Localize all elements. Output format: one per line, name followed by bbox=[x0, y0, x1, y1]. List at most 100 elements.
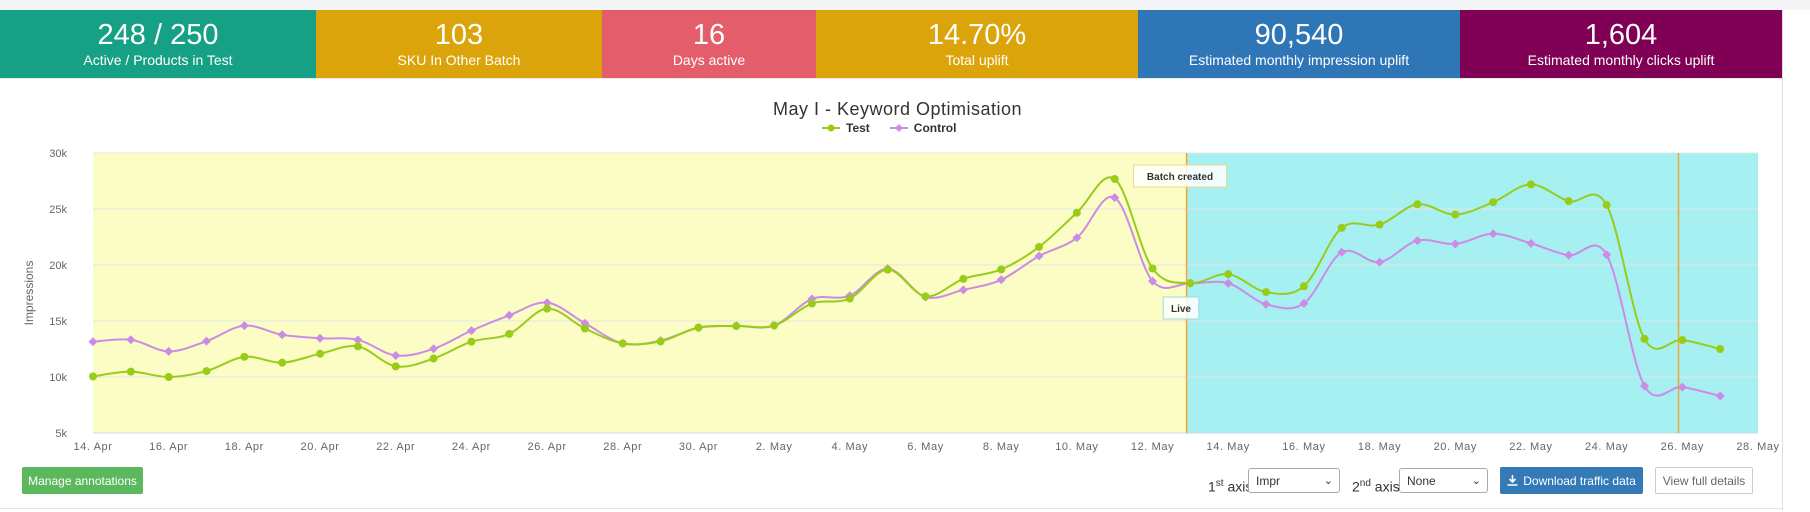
data-point bbox=[1489, 198, 1498, 207]
data-point bbox=[164, 346, 174, 356]
annotation-box bbox=[1162, 296, 1200, 320]
data-point bbox=[1639, 381, 1649, 391]
data-point bbox=[1337, 223, 1346, 232]
stat-label: Active / Products in Test bbox=[83, 51, 233, 68]
stat-label: Days active bbox=[672, 51, 746, 68]
divider bbox=[0, 78, 1782, 79]
chevron-down-icon: ⌄ bbox=[1323, 475, 1333, 487]
data-point bbox=[732, 322, 741, 331]
stat-value: 1,604 bbox=[1584, 18, 1658, 51]
data-point bbox=[1413, 200, 1422, 209]
data-point bbox=[1110, 193, 1120, 203]
download-icon bbox=[1507, 475, 1518, 486]
data-point bbox=[1110, 174, 1119, 183]
data-point bbox=[580, 324, 589, 333]
legend-item-control[interactable]: Control bbox=[889, 121, 957, 135]
annotation-label[interactable]: Live bbox=[1162, 296, 1200, 320]
x-tick-label: 8. May bbox=[983, 441, 1020, 453]
x-tick-label: 18. May bbox=[1358, 441, 1401, 453]
legend-label: Test bbox=[846, 121, 870, 135]
data-point bbox=[807, 299, 816, 308]
data-point bbox=[1450, 239, 1460, 249]
stat-label: SKU In Other Batch bbox=[397, 51, 521, 68]
data-point bbox=[467, 337, 476, 346]
data-point bbox=[1186, 279, 1195, 288]
data-point bbox=[353, 342, 362, 351]
data-point bbox=[277, 330, 287, 340]
legend-label: Control bbox=[913, 121, 957, 135]
data-point bbox=[1148, 264, 1157, 273]
stat-sku-other-batch: 103 SKU In Other Batch bbox=[316, 10, 602, 78]
x-tick-label: 6. May bbox=[907, 441, 944, 453]
x-tick-label: 14. May bbox=[1207, 441, 1250, 453]
stat-value: 248 / 250 bbox=[97, 18, 219, 51]
legend-item-test[interactable]: Test bbox=[822, 121, 870, 135]
annotation-label[interactable]: Batch created bbox=[1132, 164, 1228, 188]
x-tick-label: 10. May bbox=[1055, 441, 1098, 453]
x-tick-label: 26. Apr bbox=[528, 441, 567, 453]
data-point bbox=[240, 352, 249, 361]
data-point bbox=[845, 294, 854, 303]
data-point bbox=[1072, 233, 1082, 243]
data-point bbox=[1337, 247, 1347, 257]
data-point bbox=[1526, 238, 1536, 248]
data-point bbox=[656, 337, 665, 346]
second-axis-text: axis bbox=[1370, 478, 1400, 495]
data-point bbox=[1299, 282, 1308, 291]
x-tick-label: 28. Apr bbox=[603, 441, 642, 453]
x-tick-label: 20. Apr bbox=[301, 441, 340, 453]
x-tick-label: 20. May bbox=[1434, 441, 1477, 453]
data-point bbox=[997, 265, 1006, 274]
first-axis-value: Impr bbox=[1256, 473, 1280, 488]
stat-value: 14.70% bbox=[927, 18, 1027, 51]
stat-label: Estimated monthly impression uplift bbox=[1188, 51, 1410, 68]
stat-value: 90,540 bbox=[1254, 18, 1344, 51]
second-axis-sup: nd bbox=[1359, 478, 1371, 489]
stat-label: Estimated monthly clicks uplift bbox=[1527, 51, 1715, 68]
y-tick-label: 20k bbox=[49, 260, 67, 272]
stat-active-products: 248 / 250 Active / Products in Test bbox=[0, 10, 316, 78]
annotation-text: Batch created bbox=[1147, 172, 1213, 183]
data-point bbox=[1375, 220, 1384, 229]
chart-title: May I - Keyword Optimisation bbox=[772, 99, 1023, 119]
data-point bbox=[1223, 278, 1233, 288]
chart-legend: Test Control bbox=[822, 121, 976, 135]
x-tick-label: 24. Apr bbox=[452, 441, 491, 453]
first-axis-select[interactable]: Impr ⌄ bbox=[1248, 468, 1340, 493]
data-point bbox=[959, 274, 968, 283]
second-axis-label: 2nd axis bbox=[1352, 478, 1400, 495]
data-point bbox=[694, 323, 703, 332]
x-tick-label: 12. May bbox=[1131, 441, 1174, 453]
data-point bbox=[315, 333, 325, 343]
legend-line-icon bbox=[822, 124, 840, 132]
data-point bbox=[429, 344, 439, 354]
manage-annotations-button[interactable]: Manage annotations bbox=[22, 467, 143, 494]
data-point bbox=[1224, 270, 1233, 279]
data-point bbox=[770, 321, 779, 330]
data-point bbox=[504, 310, 514, 320]
data-point bbox=[202, 336, 212, 346]
x-tick-label: 22. May bbox=[1509, 441, 1552, 453]
chevron-down-icon: ⌄ bbox=[1471, 475, 1481, 487]
data-point bbox=[542, 298, 552, 308]
stat-value: 16 bbox=[692, 18, 726, 51]
data-point bbox=[1640, 334, 1649, 343]
data-point bbox=[883, 265, 892, 274]
data-point bbox=[1715, 391, 1725, 401]
x-tick-label: 26. May bbox=[1661, 441, 1704, 453]
data-point bbox=[1261, 299, 1271, 309]
download-traffic-button[interactable]: Download traffic data bbox=[1500, 467, 1643, 494]
x-tick-label: 24. May bbox=[1585, 441, 1628, 453]
data-point bbox=[126, 335, 136, 345]
y-axis-title: Impressions bbox=[22, 261, 36, 326]
data-point bbox=[126, 367, 135, 376]
x-tick-label: 16. Apr bbox=[149, 441, 188, 453]
data-point bbox=[239, 321, 249, 331]
view-full-details-button[interactable]: View full details bbox=[1655, 467, 1753, 494]
data-point bbox=[1412, 236, 1422, 246]
impressions-chart: 5k 10k 15k 20k 25k 30k 14. Apr 16. Apr 18. Apr 20… bbox=[22, 148, 1779, 453]
second-axis-select[interactable]: None ⌄ bbox=[1399, 468, 1488, 493]
panel-border bbox=[1782, 10, 1783, 510]
data-point bbox=[1677, 382, 1687, 392]
annotation-text: Live bbox=[1171, 304, 1191, 315]
